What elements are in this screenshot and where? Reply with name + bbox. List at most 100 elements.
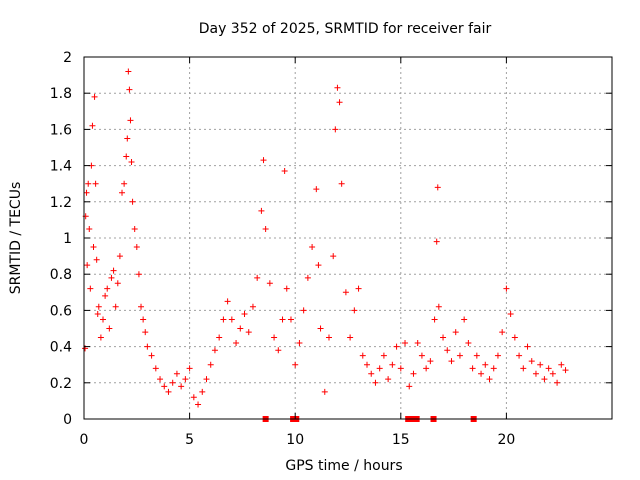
data-point [138, 303, 145, 310]
data-point [211, 347, 218, 354]
data-point [342, 289, 349, 296]
data-point [178, 383, 185, 390]
x-tick-label: 10 [286, 432, 304, 448]
data-point [108, 274, 115, 281]
data-point [220, 316, 227, 323]
data-point [207, 361, 214, 368]
data-point [124, 135, 131, 142]
data-point [456, 352, 463, 359]
data-point [271, 334, 278, 341]
data-point [93, 256, 100, 263]
data-point [110, 267, 117, 274]
data-point [102, 292, 109, 299]
data-point [133, 244, 140, 251]
data-point [245, 329, 252, 336]
data-point [549, 370, 556, 377]
data-point [283, 285, 290, 292]
x-axis-label: GPS time / hours [285, 458, 402, 474]
data-points [82, 68, 569, 422]
grid-lines [84, 57, 612, 419]
y-tick-label: 1.2 [50, 195, 72, 211]
data-point [389, 361, 396, 368]
data-point [435, 303, 442, 310]
x-tick-label: 15 [392, 432, 410, 448]
y-tick-label: 1.6 [50, 122, 72, 138]
data-point [355, 285, 362, 292]
data-point [165, 388, 172, 395]
data-point [281, 168, 288, 175]
data-point [423, 365, 430, 372]
data-point [537, 361, 544, 368]
data-point [148, 352, 155, 359]
data-point [528, 358, 535, 365]
data-point [524, 343, 531, 350]
data-point [95, 303, 102, 310]
data-point [287, 316, 294, 323]
data-point [418, 352, 425, 359]
data-point [321, 388, 328, 395]
data-point [520, 365, 527, 372]
data-point [300, 307, 307, 314]
data-point [296, 339, 303, 346]
data-point [85, 180, 92, 187]
data-point [434, 184, 441, 191]
data-point [448, 358, 455, 365]
data-point [545, 365, 552, 372]
data-point [97, 334, 104, 341]
data-point [92, 180, 99, 187]
data-point [203, 376, 210, 383]
data-point [275, 347, 282, 354]
data-point [507, 311, 514, 318]
y-tick-label: 0.6 [50, 303, 72, 319]
data-point [558, 361, 565, 368]
data-point [161, 383, 168, 390]
y-tick-label: 0.8 [50, 267, 72, 283]
data-point [304, 274, 311, 281]
data-point [152, 365, 159, 372]
data-point [83, 189, 90, 196]
data-point [90, 244, 97, 251]
data-point [486, 376, 493, 383]
data-point [249, 303, 256, 310]
data-point [402, 339, 409, 346]
data-point [190, 394, 197, 401]
data-point [427, 358, 434, 365]
data-point [562, 367, 569, 374]
y-tick-label: 0 [63, 412, 72, 428]
data-point [112, 303, 119, 310]
y-tick-label: 1.4 [50, 159, 72, 175]
data-point [440, 334, 447, 341]
data-point [94, 311, 101, 318]
data-point [87, 285, 94, 292]
data-point [157, 376, 164, 383]
y-tick-label: 2 [63, 50, 72, 66]
data-point [140, 316, 147, 323]
data-point [330, 253, 337, 260]
data-point [131, 225, 138, 232]
data-point [315, 262, 322, 269]
x-tick-label: 0 [80, 432, 89, 448]
data-point [224, 298, 231, 305]
data-point [444, 347, 451, 354]
data-point [186, 365, 193, 372]
data-point [397, 365, 404, 372]
data-point [266, 280, 273, 287]
x-tick-label: 20 [497, 432, 515, 448]
data-point [100, 316, 107, 323]
data-point [106, 325, 113, 332]
data-point [233, 339, 240, 346]
data-point [123, 153, 130, 160]
data-point [532, 370, 539, 377]
data-point [84, 262, 91, 269]
data-point [279, 316, 286, 323]
data-point [406, 383, 413, 390]
data-point [503, 285, 510, 292]
data-point [260, 157, 267, 164]
data-point [182, 376, 189, 383]
data-point [142, 329, 149, 336]
data-point [431, 316, 438, 323]
data-point [385, 376, 392, 383]
chart-title: Day 352 of 2025, SRMTID for receiver fai… [199, 21, 492, 37]
x-tick-label: 5 [185, 432, 194, 448]
